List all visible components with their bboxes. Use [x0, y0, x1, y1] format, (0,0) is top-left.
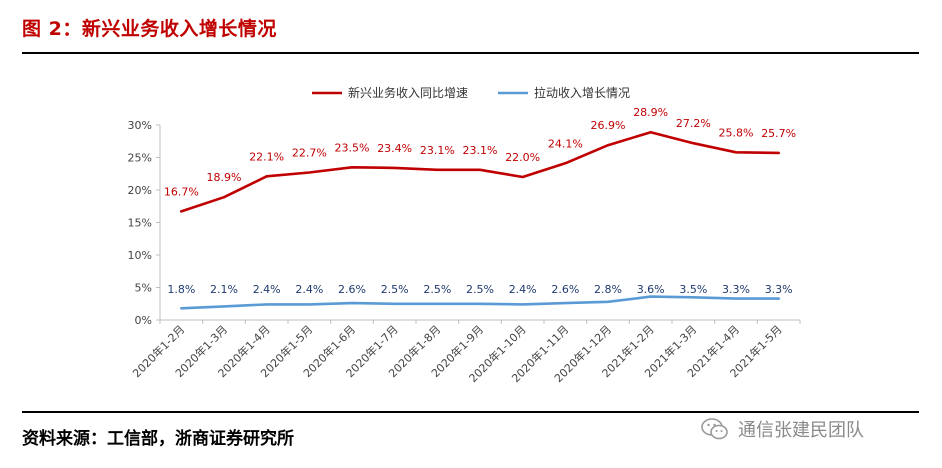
data-label: 3.3%: [765, 283, 793, 296]
data-label: 2.1%: [210, 283, 238, 296]
watermark: 通信张建民团队: [700, 413, 864, 445]
data-label: 2.4%: [509, 283, 537, 296]
line-chart: 新兴业务收入同比增速 拉动收入增长情况 0%5%10%15%20%25%30%20…: [128, 85, 801, 385]
data-label: 2.8%: [594, 283, 622, 296]
chart-data-labels: 16.7% 18.9% 22.1% 22.7% 23.5% 23.4% 23.1% 23.1%…: [164, 106, 796, 296]
y-tick-label: 25%: [128, 152, 152, 165]
chart-legend: 新兴业务收入同比增速 拉动收入增长情况: [312, 85, 630, 100]
source-note: 资料来源：工信部，浙商证券研究所: [22, 429, 294, 449]
data-label: 2.5%: [423, 283, 451, 296]
y-tick-label: 5%: [135, 282, 152, 295]
data-label: 28.9%: [633, 106, 668, 119]
data-label: 2.5%: [466, 283, 494, 296]
y-tick-label: 0%: [135, 314, 152, 327]
figure-title: 图 2：新兴业务收入增长情况: [22, 18, 277, 40]
data-label: 2.5%: [381, 283, 409, 296]
series-line-revenue-contribution: [180, 295, 781, 310]
data-label: 18.9%: [207, 171, 242, 184]
data-label: 2.4%: [253, 283, 281, 296]
data-label: 23.5%: [335, 141, 370, 154]
data-label: 26.9%: [591, 119, 626, 132]
data-label: 2.4%: [295, 283, 323, 296]
series-line-new-business: [180, 130, 781, 213]
y-tick-label: 10%: [128, 249, 152, 262]
data-label: 25.7%: [761, 127, 796, 140]
y-tick-label: 30%: [128, 119, 152, 132]
data-label: 16.7%: [164, 185, 199, 198]
data-label: 25.8%: [719, 126, 754, 139]
data-label: 2.6%: [551, 283, 579, 296]
data-label: 24.1%: [548, 137, 583, 150]
top-divider: [22, 52, 919, 54]
data-label: 27.2%: [676, 117, 711, 130]
wechat-icon: [701, 418, 728, 440]
data-label: 3.5%: [679, 283, 707, 296]
data-label: 22.1%: [249, 150, 284, 163]
data-label: 22.0%: [505, 151, 540, 164]
data-label: 1.8%: [167, 283, 195, 296]
watermark-text: 通信张建民团队: [738, 420, 864, 441]
bottom-divider: [22, 411, 919, 413]
data-label: 3.3%: [722, 283, 750, 296]
y-tick-label: 15%: [128, 217, 152, 230]
data-label: 23.1%: [463, 144, 498, 157]
data-label: 22.7%: [292, 146, 327, 159]
chart-series: [180, 130, 781, 310]
chart-axes: 0%5%10%15%20%25%30%2020年1-2月2020年1-3月202…: [128, 119, 801, 385]
legend-label: 新兴业务收入同比增速: [348, 85, 468, 100]
legend-label: 拉动收入增长情况: [534, 85, 630, 100]
data-label: 3.6%: [637, 283, 665, 296]
data-label: 23.1%: [420, 144, 455, 157]
data-label: 23.4%: [377, 142, 412, 155]
data-label: 2.6%: [338, 283, 366, 296]
y-tick-label: 20%: [128, 184, 152, 197]
